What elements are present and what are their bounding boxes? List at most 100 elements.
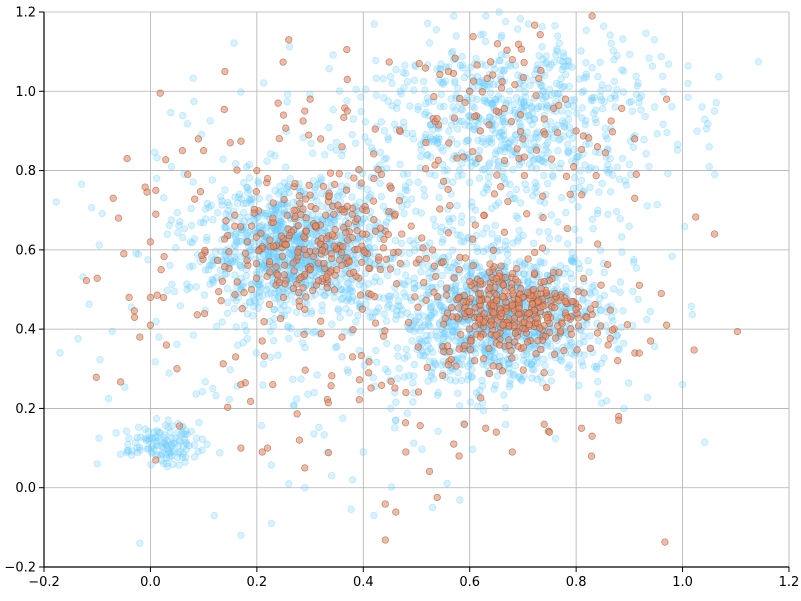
scatter-point-blue xyxy=(574,203,582,211)
scatter-point-blue xyxy=(681,222,689,231)
scatter-point-blue xyxy=(657,53,665,61)
scatter-point-blue xyxy=(190,97,198,106)
scatter-point-orange xyxy=(618,104,626,113)
scatter-point-blue xyxy=(643,315,651,324)
scatter-point-blue xyxy=(510,371,518,379)
scatter-point-orange xyxy=(454,304,463,312)
scatter-point-blue xyxy=(582,59,590,67)
scatter-point-blue xyxy=(488,253,497,261)
scatter-point-blue xyxy=(409,240,418,248)
scatter-point-blue xyxy=(262,209,270,218)
scatter-point-blue xyxy=(244,229,252,237)
scatter-point-blue xyxy=(317,288,325,296)
scatter-point-orange xyxy=(159,293,168,302)
scatter-point-blue xyxy=(485,159,493,167)
scatter-point-orange xyxy=(370,216,378,224)
scatter-point-blue xyxy=(495,56,503,65)
scatter-point-orange xyxy=(193,311,201,319)
x-tick-label: −0.2 xyxy=(28,575,60,590)
scatter-point-orange xyxy=(269,242,278,250)
scatter-point-orange xyxy=(632,170,640,179)
scatter-point-blue xyxy=(393,99,402,107)
scatter-point-blue xyxy=(231,193,239,201)
scatter-point-blue xyxy=(125,434,133,442)
scatter-point-orange xyxy=(277,232,285,240)
scatter-point-blue xyxy=(281,163,290,171)
scatter-point-orange xyxy=(280,261,289,269)
scatter-point-blue xyxy=(650,36,659,44)
scatter-point-blue xyxy=(583,320,591,328)
scatter-point-orange xyxy=(570,163,578,171)
scatter-point-orange xyxy=(498,367,507,375)
scatter-point-blue xyxy=(352,85,360,94)
scatter-point-blue xyxy=(198,446,206,454)
scatter-point-orange xyxy=(238,305,246,313)
scatter-point-blue xyxy=(400,84,408,92)
scatter-point-orange xyxy=(322,211,330,219)
scatter-point-orange xyxy=(367,384,375,392)
scatter-point-blue xyxy=(209,215,217,224)
scatter-point-orange xyxy=(508,448,516,456)
scatter-point-blue xyxy=(646,307,655,316)
scatter-point-orange xyxy=(247,222,256,230)
scatter-point-orange xyxy=(498,78,506,86)
scatter-point-orange xyxy=(415,255,423,263)
scatter-point-blue xyxy=(285,188,293,197)
scatter-point-blue xyxy=(398,306,406,314)
scatter-point-orange xyxy=(367,290,375,299)
scatter-point-orange xyxy=(430,262,439,270)
scatter-point-blue xyxy=(642,29,650,37)
scatter-point-blue xyxy=(475,174,484,182)
scatter-point-blue xyxy=(509,166,517,174)
scatter-point-blue xyxy=(529,191,537,200)
scatter-point-blue xyxy=(243,183,251,192)
scatter-point-orange xyxy=(507,117,516,126)
y-axis-ticks: −0.2 0.0 0.2 0.4 0.6 0.8 1.0 1.2 xyxy=(4,6,44,576)
scatter-point-blue xyxy=(552,51,560,59)
scatter-point-blue xyxy=(207,201,215,209)
scatter-point-orange xyxy=(282,241,290,249)
scatter-point-blue xyxy=(505,87,514,95)
scatter-point-blue xyxy=(503,245,512,254)
scatter-point-orange xyxy=(552,334,560,342)
scatter-point-orange xyxy=(420,279,428,287)
scatter-point-blue xyxy=(617,323,625,332)
scatter-point-orange xyxy=(465,307,473,316)
scatter-point-blue xyxy=(338,294,346,302)
scatter-point-orange xyxy=(301,107,309,115)
scatter-point-orange xyxy=(385,58,393,66)
scatter-point-blue xyxy=(411,284,419,292)
scatter-point-orange xyxy=(416,422,424,430)
scatter-point-orange xyxy=(295,436,304,444)
scatter-point-blue xyxy=(272,206,280,215)
scatter-point-orange xyxy=(483,74,491,83)
scatter-point-blue xyxy=(377,192,385,201)
scatter-point-blue xyxy=(212,391,220,400)
scatter-point-blue xyxy=(415,319,424,327)
scatter-point-orange xyxy=(470,112,479,121)
scatter-point-blue xyxy=(348,193,356,201)
scatter-point-orange xyxy=(243,238,252,246)
scatter-point-orange xyxy=(537,66,545,75)
scatter-point-blue xyxy=(425,39,434,47)
scatter-point-orange xyxy=(411,293,419,301)
scatter-point-blue xyxy=(589,96,597,104)
scatter-point-blue xyxy=(276,182,284,190)
scatter-point-blue xyxy=(364,280,372,288)
scatter-point-blue xyxy=(437,279,445,288)
scatter-point-blue xyxy=(337,285,346,294)
scatter-point-orange xyxy=(323,234,331,243)
scatter-point-orange xyxy=(467,337,475,345)
scatter-point-blue xyxy=(582,73,591,81)
scatter-point-blue xyxy=(293,308,301,316)
scatter-point-orange xyxy=(493,40,502,48)
scatter-point-blue xyxy=(343,279,352,288)
scatter-point-blue xyxy=(371,308,379,317)
scatter-point-orange xyxy=(215,288,223,296)
scatter-point-blue xyxy=(203,233,211,241)
scatter-point-blue xyxy=(232,229,240,237)
scatter-point-orange xyxy=(130,313,139,321)
scatter-point-blue xyxy=(569,258,577,266)
scatter-point-orange xyxy=(441,314,449,323)
scatter-point-orange xyxy=(276,314,285,323)
